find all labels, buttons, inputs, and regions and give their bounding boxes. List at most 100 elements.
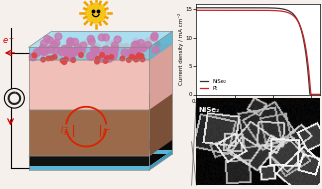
Circle shape — [131, 42, 138, 48]
Polygon shape — [29, 31, 173, 47]
Circle shape — [120, 56, 125, 61]
NiSe₂ — [209, 7, 213, 9]
Circle shape — [152, 47, 159, 53]
Circle shape — [67, 40, 74, 46]
Circle shape — [100, 53, 104, 57]
Circle shape — [135, 53, 142, 61]
Circle shape — [124, 43, 129, 48]
Circle shape — [96, 56, 100, 61]
NiSe₂ — [308, 93, 312, 96]
Circle shape — [111, 40, 116, 45]
Circle shape — [41, 57, 45, 62]
Circle shape — [147, 41, 152, 46]
Circle shape — [108, 47, 115, 54]
Circle shape — [131, 55, 136, 60]
Circle shape — [103, 59, 108, 63]
NiSe₂ — [272, 7, 276, 9]
Pt — [272, 9, 276, 12]
Circle shape — [32, 53, 37, 58]
Circle shape — [87, 53, 94, 60]
Circle shape — [39, 46, 47, 54]
Circle shape — [137, 40, 144, 46]
Polygon shape — [149, 44, 173, 110]
Circle shape — [136, 55, 141, 59]
Circle shape — [102, 53, 110, 60]
Circle shape — [66, 40, 71, 45]
Text: $e^-$: $e^-$ — [2, 37, 15, 46]
Circle shape — [141, 42, 146, 47]
Circle shape — [67, 51, 75, 59]
Circle shape — [52, 47, 59, 54]
Circle shape — [40, 48, 48, 56]
Polygon shape — [149, 140, 173, 166]
Circle shape — [55, 44, 60, 48]
Circle shape — [145, 42, 151, 48]
Circle shape — [60, 58, 65, 63]
Circle shape — [67, 38, 74, 45]
Polygon shape — [52, 31, 173, 44]
Circle shape — [140, 45, 147, 52]
Circle shape — [75, 47, 82, 54]
Circle shape — [128, 51, 135, 58]
Circle shape — [153, 37, 157, 42]
Circle shape — [114, 36, 121, 43]
Circle shape — [41, 40, 47, 47]
Circle shape — [109, 55, 114, 59]
Circle shape — [105, 55, 113, 62]
Circle shape — [71, 38, 79, 45]
Polygon shape — [149, 94, 173, 156]
Circle shape — [95, 59, 99, 64]
Circle shape — [52, 55, 57, 59]
Circle shape — [107, 51, 115, 58]
Circle shape — [145, 39, 149, 44]
NiSe₂ — [194, 7, 198, 9]
Circle shape — [111, 50, 118, 57]
Pt — [284, 11, 288, 13]
Circle shape — [63, 50, 70, 57]
Circle shape — [86, 3, 106, 23]
Circle shape — [133, 46, 141, 53]
Circle shape — [102, 34, 109, 41]
Circle shape — [129, 54, 134, 59]
Circle shape — [127, 58, 131, 62]
Polygon shape — [52, 150, 173, 154]
X-axis label: Voltage / V: Voltage / V — [242, 105, 275, 110]
Legend: NiSe₂, Pt: NiSe₂, Pt — [199, 78, 227, 92]
Circle shape — [47, 46, 55, 53]
Circle shape — [137, 53, 141, 57]
Polygon shape — [149, 31, 173, 60]
Circle shape — [130, 48, 138, 56]
Circle shape — [132, 48, 139, 55]
Circle shape — [62, 60, 67, 64]
Circle shape — [91, 48, 99, 55]
Polygon shape — [52, 44, 173, 94]
NiSe₂ — [318, 93, 322, 96]
Circle shape — [102, 53, 109, 60]
Circle shape — [98, 34, 105, 41]
Text: $I^-$: $I^-$ — [102, 126, 112, 137]
Circle shape — [106, 40, 110, 44]
Pt — [235, 9, 239, 12]
Circle shape — [133, 38, 138, 43]
Polygon shape — [29, 47, 149, 60]
Circle shape — [101, 54, 109, 61]
Circle shape — [79, 47, 85, 54]
Circle shape — [111, 42, 118, 49]
Circle shape — [74, 44, 81, 50]
Circle shape — [100, 49, 108, 57]
Circle shape — [65, 47, 73, 55]
Circle shape — [129, 47, 137, 54]
Pt — [318, 93, 322, 96]
Circle shape — [89, 52, 96, 60]
Line: NiSe₂: NiSe₂ — [196, 8, 320, 94]
Circle shape — [90, 46, 98, 53]
Circle shape — [155, 41, 160, 46]
Circle shape — [97, 55, 105, 62]
Circle shape — [146, 38, 150, 43]
Circle shape — [65, 53, 73, 60]
Polygon shape — [29, 156, 149, 166]
Circle shape — [61, 46, 68, 52]
Text: $I_3^-$: $I_3^-$ — [60, 125, 70, 138]
Circle shape — [138, 45, 145, 52]
Circle shape — [33, 49, 41, 56]
